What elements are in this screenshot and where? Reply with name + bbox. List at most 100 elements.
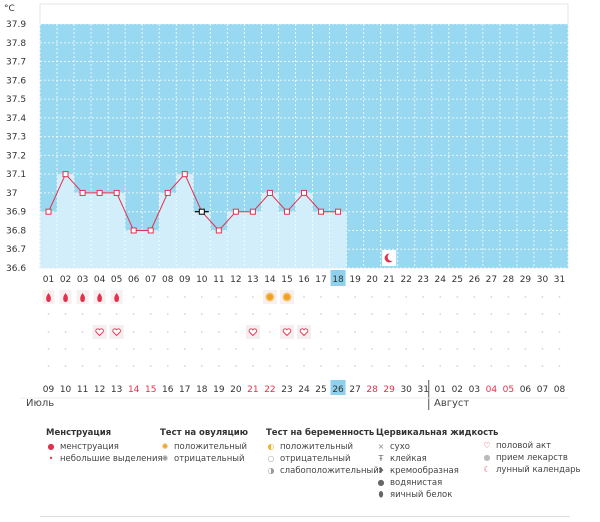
row-dot [405,296,408,298]
calendar-date-label: 23 [281,385,292,395]
drop-icon [114,293,120,302]
row-dot [81,313,84,315]
row-dot [337,331,339,333]
row-dot [303,296,305,298]
row-dot [183,313,186,315]
temperature-bar [108,192,126,268]
calendar-date-label: 21 [247,385,258,395]
temperature-point [181,171,188,178]
row-dot [269,313,271,315]
heart-icon [248,328,258,337]
calendar-date-label: 30 [400,385,412,395]
row-dot [524,313,527,315]
calendar-date-label: 19 [213,385,225,395]
y-tick-label: 37 [6,189,17,199]
legend-ovulation: Тест на овуляцию ✺ положительный ✺ отрицат… [160,428,248,465]
heart-icon: ♡ [483,441,491,450]
row-dot [439,365,442,367]
x-tick-label: 17 [315,275,326,285]
row-dot [507,365,510,367]
row-dot [303,313,305,315]
row-dot [354,331,356,333]
y-tick-label: 37.5 [6,95,26,105]
temperature-bar [40,211,58,268]
calendar-date-label: 17 [179,385,190,395]
temperature-bar [261,192,279,268]
temperature-bar [227,211,245,268]
legend-other: ♡ половой акт ● прием лекарств ☾ лунный кал… [482,440,581,476]
row-dot [422,331,425,333]
calendar-date-label: 22 [264,385,275,395]
heart-icon [112,328,121,337]
bottom-divider [40,516,570,517]
y-tick-label: 37.3 [6,133,26,143]
row-dot [183,331,186,333]
row-dot [81,348,84,350]
legend-item: ✺ отрицательный [161,454,245,464]
x-tick-label: 16 [298,275,310,285]
row-dot [456,365,459,367]
sticky-icon: Ŧ [378,454,384,463]
row-dot [252,365,254,367]
row-dot [337,313,339,315]
row-dot [354,348,356,350]
x-tick-label: 15 [281,275,292,285]
x-tick-label: 27 [486,275,497,285]
egg-white-icon: ⬮ [378,490,384,499]
drop-icon [80,293,85,302]
x-tick-label: 13 [247,275,258,285]
heart-icon [95,328,104,337]
row-dot [47,313,50,315]
row-dot [388,296,391,298]
row-dot [47,348,50,350]
row-dot [388,331,391,333]
row-dot [490,365,493,367]
legend-item: ♡ половой акт [483,441,552,451]
temperature-bar [329,211,347,268]
x-tick-label: 04 [94,275,106,285]
row-dot [149,348,152,350]
temperature-point [266,189,273,196]
legend-item: ● прием лекарств [483,453,568,463]
x-tick-label: 03 [77,275,88,285]
row-dot [166,348,169,350]
row-dot [473,313,476,315]
row-dot [149,331,152,333]
calendar-date-label: 31 [417,385,428,395]
temperature-bar [193,211,211,268]
row-dot [149,296,152,298]
y-tick-label: 37.6 [6,76,26,86]
legend-item: ☾ лунный календарь [483,465,581,475]
row-dot [132,331,135,333]
pill-icon: ● [483,453,491,462]
small-drop-icon: • [48,454,54,463]
month-label-july: Июль [26,398,55,409]
row-dot [490,296,493,298]
row-dot [371,348,374,350]
calendar-date-label: 01 [435,385,446,395]
legend-item: ❥ кремообразная [377,466,459,476]
creamy-icon: ❥ [377,466,385,475]
row-dot [98,313,101,315]
test-negative-icon: ○ [267,454,275,463]
row-dot [64,313,67,315]
temperature-bar [210,230,228,268]
temperature-point [113,189,120,196]
sun-icon: ✺ [161,442,169,451]
x-tick-label: 09 [179,275,191,285]
row-dot [507,331,510,333]
x-tick-label: 28 [503,275,515,285]
calendar-date-label: 10 [60,385,72,395]
row-dot [320,313,322,315]
row-dot [234,348,237,350]
legend-item: • небольшие выделения [46,453,163,465]
row-dot [354,313,356,315]
row-dot [217,365,220,367]
row-dot [558,365,561,367]
row-dot [422,348,425,350]
x-tick-label: 14 [264,275,276,285]
row-dot [269,365,271,367]
moon-icon: ☾ [483,465,491,474]
row-dot [234,331,237,333]
